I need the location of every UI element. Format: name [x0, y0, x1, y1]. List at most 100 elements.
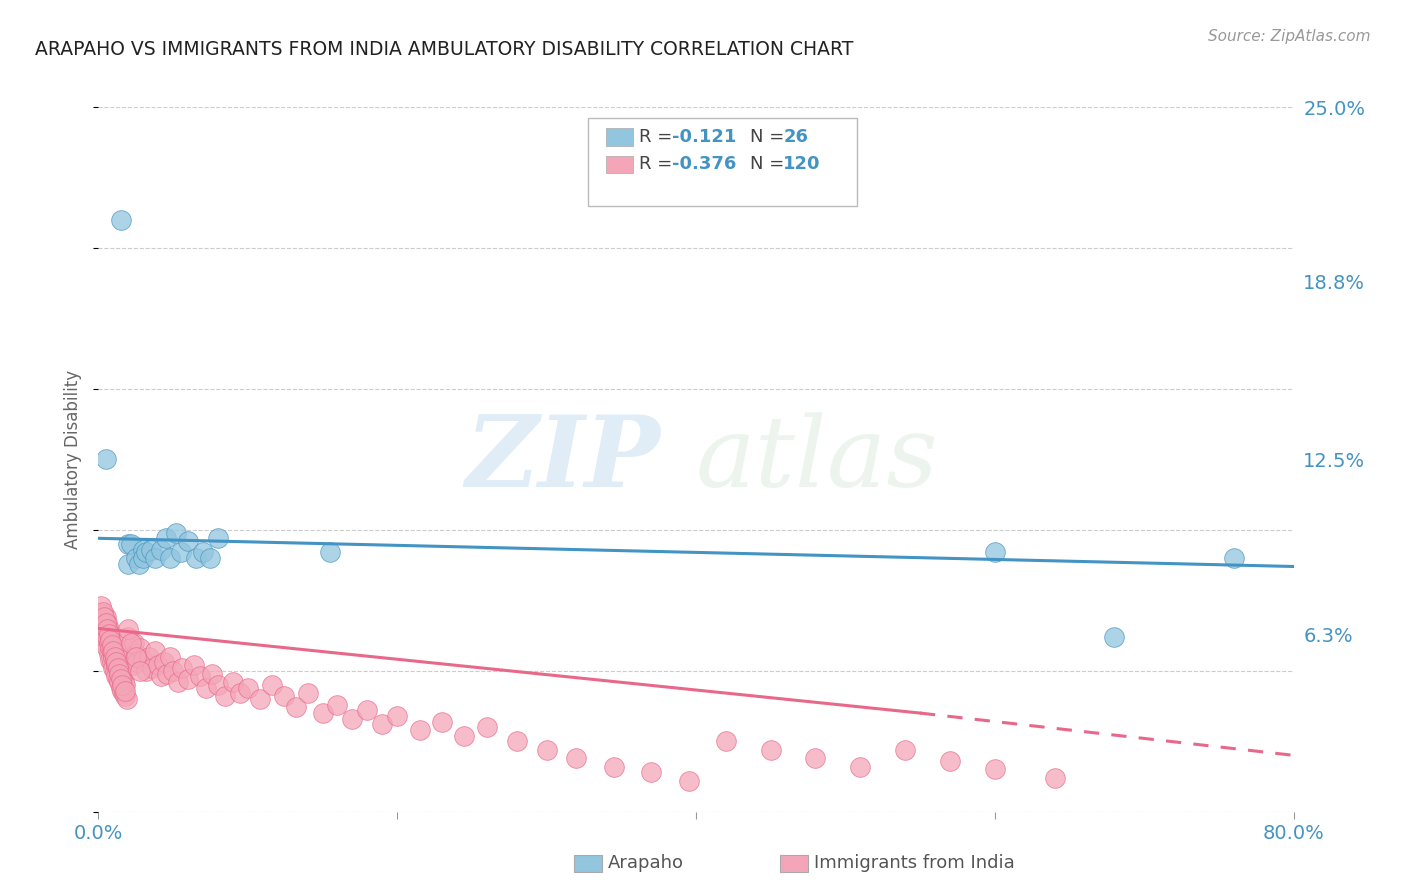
Point [506, 734, 529, 748]
Text: Arapaho: Arapaho [607, 855, 683, 872]
Point [98, 641, 122, 656]
Point [118, 641, 141, 656]
Point [453, 729, 475, 743]
Point [93, 615, 115, 630]
Point [150, 542, 173, 557]
Point [184, 551, 207, 566]
Point [108, 675, 131, 690]
Point [172, 661, 194, 675]
Point [117, 630, 139, 644]
Point [207, 531, 229, 545]
Point [112, 686, 135, 700]
Point [103, 644, 125, 658]
Point [249, 692, 271, 706]
Point [1043, 771, 1066, 785]
Point [143, 644, 166, 658]
Point [94, 615, 117, 630]
Y-axis label: Ambulatory Disability: Ambulatory Disability [65, 370, 83, 549]
Point [108, 666, 131, 681]
Point [129, 664, 152, 678]
Point [105, 644, 128, 658]
Point [98, 627, 122, 641]
Point [94, 452, 117, 467]
Point [96, 630, 118, 644]
Point [849, 759, 872, 773]
Point [132, 652, 155, 666]
Point [200, 551, 222, 566]
Point [110, 669, 132, 683]
Point [177, 672, 200, 686]
Point [110, 212, 132, 227]
Point [91, 622, 114, 636]
Point [128, 557, 150, 571]
Point [759, 742, 782, 756]
Point [159, 551, 181, 566]
Point [475, 720, 498, 734]
Point [94, 610, 117, 624]
Point [273, 689, 295, 703]
Text: -0.121: -0.121 [672, 128, 737, 145]
Point [117, 622, 139, 636]
Point [91, 605, 114, 619]
Point [94, 635, 117, 649]
Text: ZIP: ZIP [465, 411, 661, 508]
Point [603, 759, 626, 773]
Point [195, 681, 218, 695]
Point [114, 689, 136, 703]
FancyBboxPatch shape [606, 156, 633, 173]
Point [191, 545, 214, 559]
Point [105, 669, 128, 683]
FancyBboxPatch shape [606, 128, 633, 145]
Point [371, 717, 394, 731]
Point [183, 658, 205, 673]
Point [120, 635, 142, 649]
Point [101, 644, 124, 658]
Point [91, 607, 114, 622]
Point [169, 545, 191, 559]
Point [640, 765, 662, 780]
Text: N =: N = [749, 155, 790, 173]
Point [207, 678, 229, 692]
Point [162, 664, 184, 678]
Point [103, 661, 125, 675]
Text: 26: 26 [783, 128, 808, 145]
FancyBboxPatch shape [589, 118, 858, 206]
Point [117, 537, 139, 551]
Point [125, 551, 148, 566]
Text: ARAPAHO VS IMMIGRANTS FROM INDIA AMBULATORY DISABILITY CORRELATION CHART: ARAPAHO VS IMMIGRANTS FROM INDIA AMBULAT… [35, 40, 853, 59]
Point [132, 542, 155, 557]
Point [98, 652, 122, 666]
Text: Immigrants from India: Immigrants from India [814, 855, 1015, 872]
Bar [780, 855, 808, 872]
Point [115, 692, 138, 706]
Point [114, 683, 136, 698]
Point [125, 647, 148, 661]
Point [166, 675, 188, 690]
Point [112, 675, 135, 690]
Point [139, 542, 162, 557]
Point [129, 641, 152, 656]
Point [536, 742, 558, 756]
Point [214, 689, 236, 703]
Point [188, 669, 211, 683]
Point [148, 658, 170, 673]
Text: -0.376: -0.376 [672, 155, 737, 173]
Point [153, 656, 176, 670]
Point [120, 649, 142, 664]
Point [120, 537, 142, 551]
Point [107, 661, 129, 675]
Point [96, 622, 118, 636]
Point [1223, 551, 1246, 566]
Point [678, 773, 700, 788]
Point [104, 652, 127, 666]
Point [177, 534, 200, 549]
Point [93, 630, 115, 644]
Point [101, 639, 124, 653]
Point [319, 545, 342, 559]
Point [117, 557, 139, 571]
Point [90, 599, 112, 613]
Point [155, 531, 177, 545]
Point [93, 610, 115, 624]
Point [236, 681, 259, 695]
Point [103, 649, 125, 664]
